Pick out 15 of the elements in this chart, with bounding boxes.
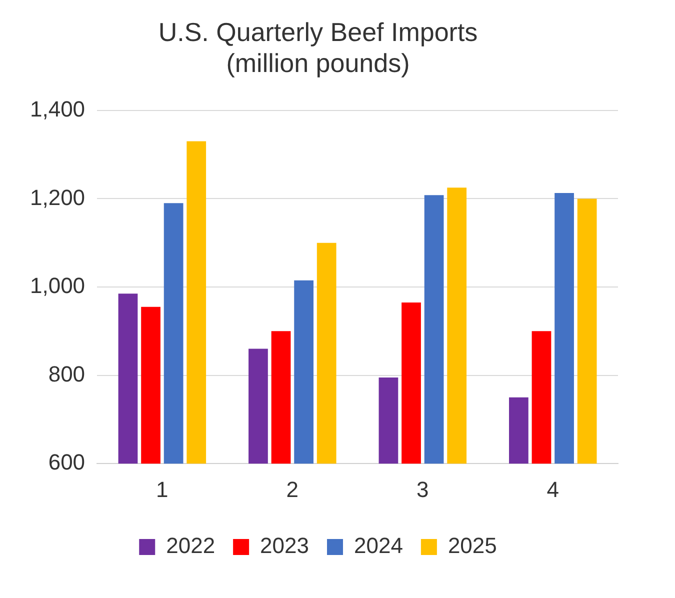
x-tick-label: 1 [156,476,168,502]
y-tick-label: 800 [48,361,86,386]
y-tick-label: 600 [48,450,86,475]
y-tick-label: 1,200 [30,184,86,210]
legend-label: 2024 [354,533,403,558]
x-tick-label: 3 [416,476,429,502]
legend-label: 2022 [166,533,216,558]
text: (million pounds) [226,48,410,78]
legend-label: 2023 [260,533,310,558]
y-tick-label: 1,000 [30,273,86,298]
x-tick-label: 2 [286,476,299,502]
text: U.S. Quarterly Beef Imports [158,16,478,47]
x-tick-label: 4 [546,476,560,502]
y-tick-label: 1,400 [30,96,86,122]
legend-label: 2025 [448,533,497,558]
